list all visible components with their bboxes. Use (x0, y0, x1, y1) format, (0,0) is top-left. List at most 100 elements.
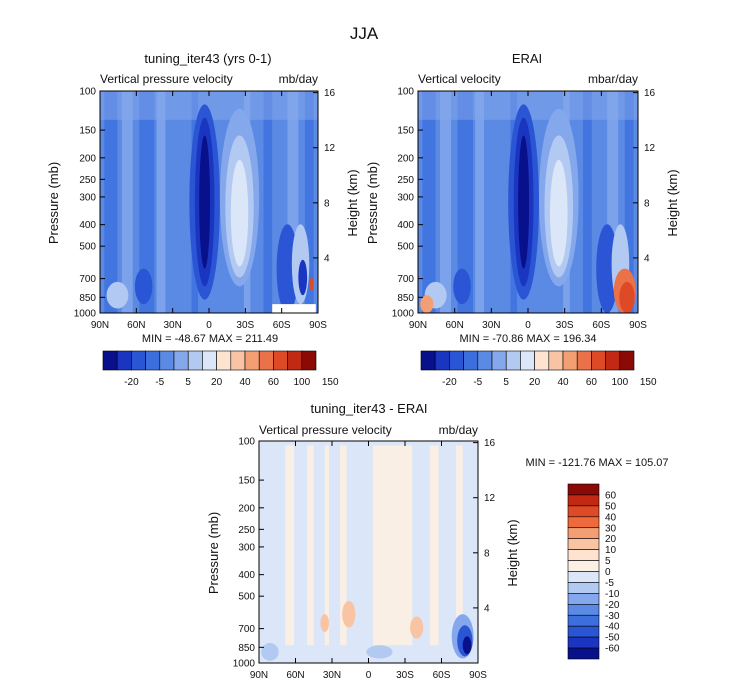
x-tick-label: 60S (592, 320, 610, 331)
colorbar-label: 150 (322, 377, 339, 388)
colorbar-swatch (159, 350, 175, 371)
x-tick-label: 90N (250, 670, 268, 681)
colorbar-swatch (567, 538, 600, 550)
y2-tick-label: 8 (484, 548, 490, 559)
colorbar-label: 60 (586, 377, 598, 388)
x-tick-label: 30S (556, 320, 574, 331)
heatmap-field (100, 91, 318, 313)
x-tick-label: 90N (91, 320, 109, 331)
colorbar-swatch (619, 350, 635, 371)
colorbar-swatch (505, 350, 521, 371)
colorbar-swatch (287, 350, 303, 371)
x-tick-label: 90S (629, 320, 647, 331)
colorbar-swatch (576, 350, 592, 371)
colorbar-swatch (567, 604, 600, 616)
y-tick-label: 1000 (233, 659, 256, 670)
x-tick-label: 0 (525, 320, 531, 331)
colorbar-swatch (102, 350, 118, 371)
heatmap-field (259, 441, 478, 663)
y2-tick-label: 12 (324, 143, 336, 154)
colorbar-swatch (187, 350, 203, 371)
colorbar-swatch (605, 350, 621, 371)
y-tick-label: 700 (79, 274, 96, 285)
panel-subtitle-left: Vertical pressure velocity (259, 423, 392, 437)
axes: 90N 60N 30N 0 30S 60S 90S 100 150 200 250 300 400 500… (392, 87, 656, 332)
colorbar-label: -5 (155, 377, 164, 388)
y-axis-label: Pressure (mb) (206, 512, 221, 594)
colorbar-swatch (567, 636, 600, 649)
colorbar-label: 20 (211, 377, 223, 388)
colorbar-swatch (491, 350, 507, 371)
colorbar-swatch (145, 350, 161, 371)
colorbar-swatch (301, 350, 317, 371)
colorbar-label: 40 (605, 512, 617, 523)
colorbar-label: -20 (442, 377, 457, 388)
colorbar-swatch (463, 350, 479, 371)
colorbar-swatch (258, 350, 274, 371)
y2-tick-label: 16 (644, 88, 656, 99)
panel-difference: tuning_iter43 - ERAI Vertical pressure v… (206, 401, 669, 681)
x-tick-label: 60N (127, 320, 145, 331)
colorbar-label: 100 (611, 377, 628, 388)
colorbar-swatch (116, 350, 132, 371)
y-tick-label: 250 (397, 175, 414, 186)
y-tick-label: 850 (238, 643, 255, 654)
y-tick-label: 250 (79, 175, 96, 186)
y2-axis-label: Height (km) (665, 169, 680, 236)
colorbar-swatch (244, 350, 260, 371)
colorbar-label: 10 (605, 545, 617, 556)
x-tick-label: 90S (469, 670, 487, 681)
colorbar-label: 60 (605, 490, 617, 501)
y2-tick-label: 16 (324, 88, 336, 99)
colorbar-label: -40 (605, 622, 620, 633)
y-tick-label: 300 (397, 192, 414, 203)
y-axis-label: Pressure (mb) (46, 162, 61, 244)
colorbar-swatch (567, 625, 600, 638)
y-tick-label: 300 (79, 192, 96, 203)
colorbar-swatch (202, 350, 217, 371)
colorbar-swatch (567, 560, 600, 572)
y2-tick-label: 4 (484, 603, 490, 614)
colorbar-swatch (434, 350, 450, 371)
y-tick-label: 400 (397, 220, 414, 231)
colorbar-swatch (449, 350, 464, 371)
colorbar-swatch (548, 350, 564, 371)
panel-subtitle-right: mb/day (279, 72, 318, 86)
colorbar-swatch (420, 350, 436, 371)
x-tick-label: 30S (236, 320, 254, 331)
panel-title: tuning_iter43 - ERAI (310, 401, 427, 416)
y-tick-label: 700 (238, 624, 255, 635)
min-max-text: MIN = -70.86 MAX = 196.34 (460, 333, 597, 345)
colorbar-label: -10 (605, 589, 620, 600)
y-tick-label: 500 (397, 242, 414, 253)
colorbar: -20 -5 5 20 40 60 100 150 (102, 350, 339, 388)
colorbar-swatch (567, 527, 600, 539)
colorbar-swatch (591, 350, 606, 371)
colorbar-swatch (567, 571, 600, 583)
colorbar-label: -50 (605, 633, 620, 644)
colorbar-label: 150 (640, 377, 657, 388)
panel-title: ERAI (512, 51, 542, 66)
colorbar-label: 50 (605, 501, 617, 512)
x-tick-label: 60S (273, 320, 291, 331)
panel-subtitle-left: Vertical pressure velocity (100, 72, 233, 86)
colorbar-swatch (567, 614, 600, 627)
colorbar-swatch (567, 483, 600, 496)
colorbar-label: 40 (239, 377, 251, 388)
min-max-text: MIN = -48.67 MAX = 211.49 (142, 333, 278, 345)
colorbar-swatch (562, 350, 578, 371)
axes: 90N 60N 30N 0 30S 60S 90S 100 150 200 250 300 400 500… (74, 87, 336, 332)
panel-subtitle-right: mbar/day (588, 72, 638, 86)
colorbar-swatch (567, 494, 600, 507)
x-tick-label: 30N (163, 320, 181, 331)
panel-title: tuning_iter43 (yrs 0-1) (144, 51, 271, 66)
y-tick-label: 500 (238, 592, 255, 603)
y-tick-label: 150 (238, 476, 255, 487)
colorbar-swatch (230, 350, 246, 371)
y-tick-label: 850 (79, 293, 96, 304)
colorbar-swatch (173, 350, 189, 371)
y-tick-label: 250 (238, 525, 255, 536)
y2-tick-label: 4 (644, 253, 650, 264)
